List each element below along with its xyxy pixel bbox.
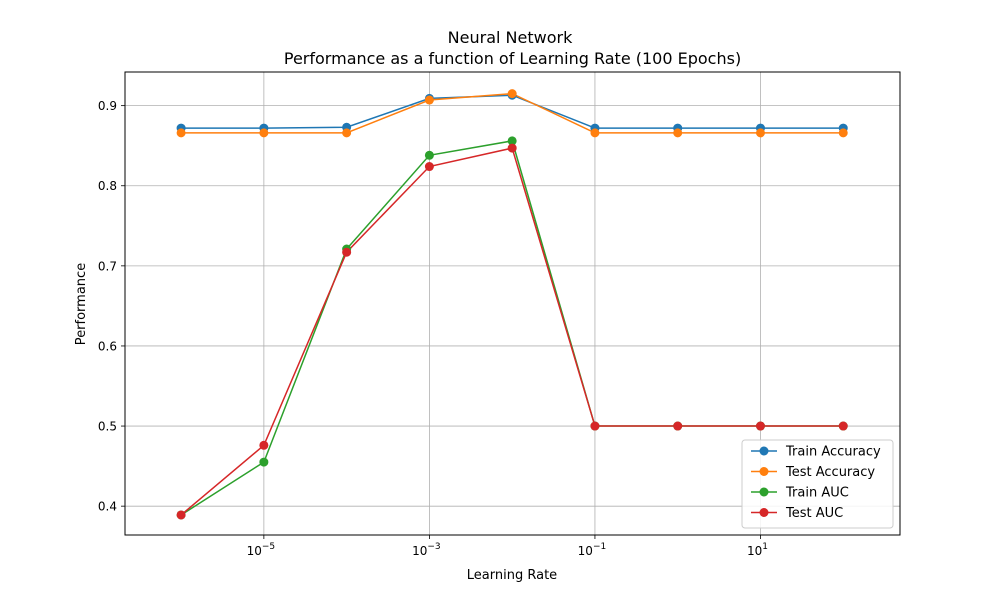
- y-tick-label: 0.5: [98, 420, 117, 434]
- y-tick-label: 0.8: [98, 179, 117, 193]
- y-axis-label: Performance: [74, 263, 89, 345]
- data-point-test-accuracy: [342, 128, 352, 138]
- legend-swatch-marker-train-accuracy: [759, 446, 769, 456]
- data-point-test-accuracy: [424, 95, 434, 105]
- grid: [125, 72, 900, 535]
- data-point-test-auc: [755, 421, 765, 431]
- legend-label-test-accuracy: Test Accuracy: [785, 465, 875, 480]
- y-tick-label: 0.4: [98, 500, 117, 514]
- x-axis-ticks: 10−5 10−3 10−1 101: [247, 535, 768, 558]
- y-tick-label: 0.6: [98, 339, 117, 353]
- x-tick-label: 10−5: [247, 542, 276, 558]
- legend-label-train-auc: Train AUC: [785, 486, 849, 501]
- data-point-test-auc: [590, 421, 600, 431]
- legend-swatch-marker-test-auc: [759, 508, 769, 517]
- data-point-test-accuracy: [259, 128, 269, 138]
- data-point-test-accuracy: [176, 128, 186, 138]
- data-point-test-accuracy: [673, 128, 683, 138]
- y-tick-label: 0.7: [98, 259, 117, 273]
- data-point-test-accuracy: [590, 128, 600, 138]
- data-point-test-auc: [259, 440, 269, 450]
- data-point-test-accuracy: [838, 128, 848, 138]
- legend-box: [741, 439, 894, 529]
- legend: Train Accuracy Test Accuracy Train AUC Test…: [741, 439, 894, 529]
- chart-title-line-1: Neural Network: [448, 28, 573, 47]
- chart-title-line-2: Performance as a function of Learning Ra…: [279, 49, 741, 68]
- x-tick-label: 10−3: [412, 542, 441, 558]
- y-tick-label: 0.9: [98, 99, 117, 113]
- data-point-test-accuracy: [507, 89, 517, 99]
- legend-label-test-auc: Test AUC: [785, 506, 843, 521]
- data-point-test-accuracy: [755, 128, 765, 138]
- plot-area-frame: [124, 71, 901, 536]
- data-point-train-auc: [507, 136, 517, 146]
- data-point-test-auc: [342, 247, 352, 257]
- x-tick-label: 10−1: [578, 542, 607, 558]
- legend-swatch-marker-test-accuracy: [759, 467, 769, 476]
- legend-swatch-marker-train-auc: [759, 487, 769, 497]
- x-tick-label: 101: [747, 542, 768, 558]
- data-point-test-auc: [176, 510, 186, 520]
- legend-label-train-accuracy: Train Accuracy: [785, 445, 881, 460]
- data-point-test-auc: [838, 421, 848, 431]
- data-point-test-auc: [424, 162, 434, 172]
- y-axis-ticks: 0.4 0.5 0.6 0.7 0.8 0.9: [98, 99, 125, 514]
- data-point-train-auc: [424, 150, 434, 160]
- data-point-test-auc: [507, 143, 517, 153]
- data-point-train-auc: [259, 457, 269, 467]
- x-axis-label: Learning Rate: [467, 568, 557, 583]
- series-markers: [176, 89, 848, 520]
- data-point-test-auc: [673, 421, 683, 431]
